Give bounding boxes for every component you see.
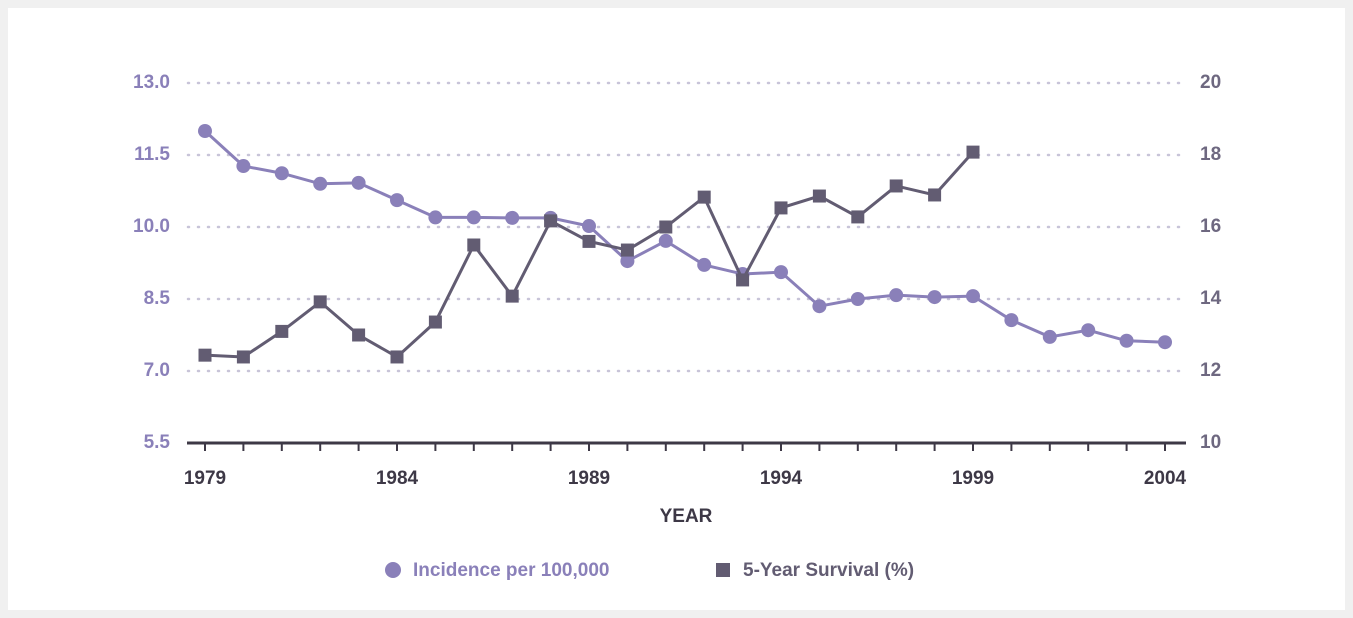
y2-tick-label: 12	[1200, 360, 1221, 381]
marker	[774, 265, 788, 280]
marker	[851, 210, 865, 224]
marker	[1042, 329, 1057, 344]
marker	[928, 188, 942, 202]
marker	[1158, 335, 1172, 350]
y2-tick-label: 20	[1200, 72, 1221, 93]
y2-tick-label: 16	[1200, 216, 1221, 237]
marker	[850, 292, 865, 306]
marker	[467, 238, 481, 252]
x-tick-label: 1979	[184, 468, 226, 489]
marker	[697, 257, 712, 272]
marker	[275, 324, 289, 338]
marker	[889, 179, 903, 193]
marker	[966, 289, 980, 304]
marker	[812, 299, 827, 314]
marker	[620, 243, 634, 257]
x-tick-label: 1994	[760, 468, 803, 489]
marker	[659, 220, 673, 234]
marker	[351, 175, 366, 190]
marker	[582, 219, 596, 234]
legend-marker	[385, 562, 401, 578]
x-axis-label: YEAR	[660, 506, 713, 527]
x-tick-label: 1989	[568, 468, 610, 489]
marker	[198, 348, 212, 362]
y-tick-label: 7.0	[144, 360, 170, 381]
marker	[505, 210, 520, 225]
legend-label: Incidence per 100,000	[413, 560, 609, 581]
marker	[236, 350, 250, 364]
marker	[812, 189, 826, 203]
marker	[774, 201, 788, 215]
marker	[658, 233, 673, 248]
marker	[274, 166, 289, 181]
marker	[1004, 313, 1019, 328]
marker	[927, 290, 942, 305]
marker	[313, 176, 328, 191]
x-tick-label: 2004	[1144, 468, 1187, 489]
panel	[8, 8, 1345, 610]
y-tick-label: 5.5	[144, 432, 171, 453]
marker	[505, 289, 519, 303]
marker	[390, 193, 404, 208]
marker	[236, 159, 251, 174]
y-tick-label: 13.0	[133, 72, 170, 93]
marker	[697, 190, 711, 204]
marker	[1119, 333, 1134, 348]
legend-label: 5-Year Survival (%)	[743, 560, 914, 581]
y2-tick-label: 18	[1200, 144, 1221, 165]
x-tick-label: 1984	[376, 468, 419, 489]
marker	[428, 315, 442, 329]
marker	[390, 350, 404, 364]
marker	[313, 295, 327, 309]
marker	[544, 214, 558, 228]
marker	[428, 210, 443, 225]
y-tick-label: 10.0	[133, 216, 170, 237]
y-tick-label: 8.5	[144, 288, 171, 309]
marker	[736, 273, 750, 287]
marker	[620, 254, 635, 269]
x-tick-label: 1999	[952, 468, 994, 489]
marker	[352, 328, 366, 342]
marker	[466, 210, 481, 225]
legend-marker	[716, 563, 730, 577]
y2-tick-label: 10	[1200, 432, 1221, 453]
marker	[889, 288, 904, 303]
series-line	[203, 129, 1166, 344]
marker	[198, 124, 212, 138]
y-tick-label: 11.5	[134, 144, 170, 165]
y2-tick-label: 14	[1200, 288, 1222, 309]
marker	[1081, 323, 1096, 338]
marker	[966, 145, 980, 159]
marker	[582, 234, 596, 248]
